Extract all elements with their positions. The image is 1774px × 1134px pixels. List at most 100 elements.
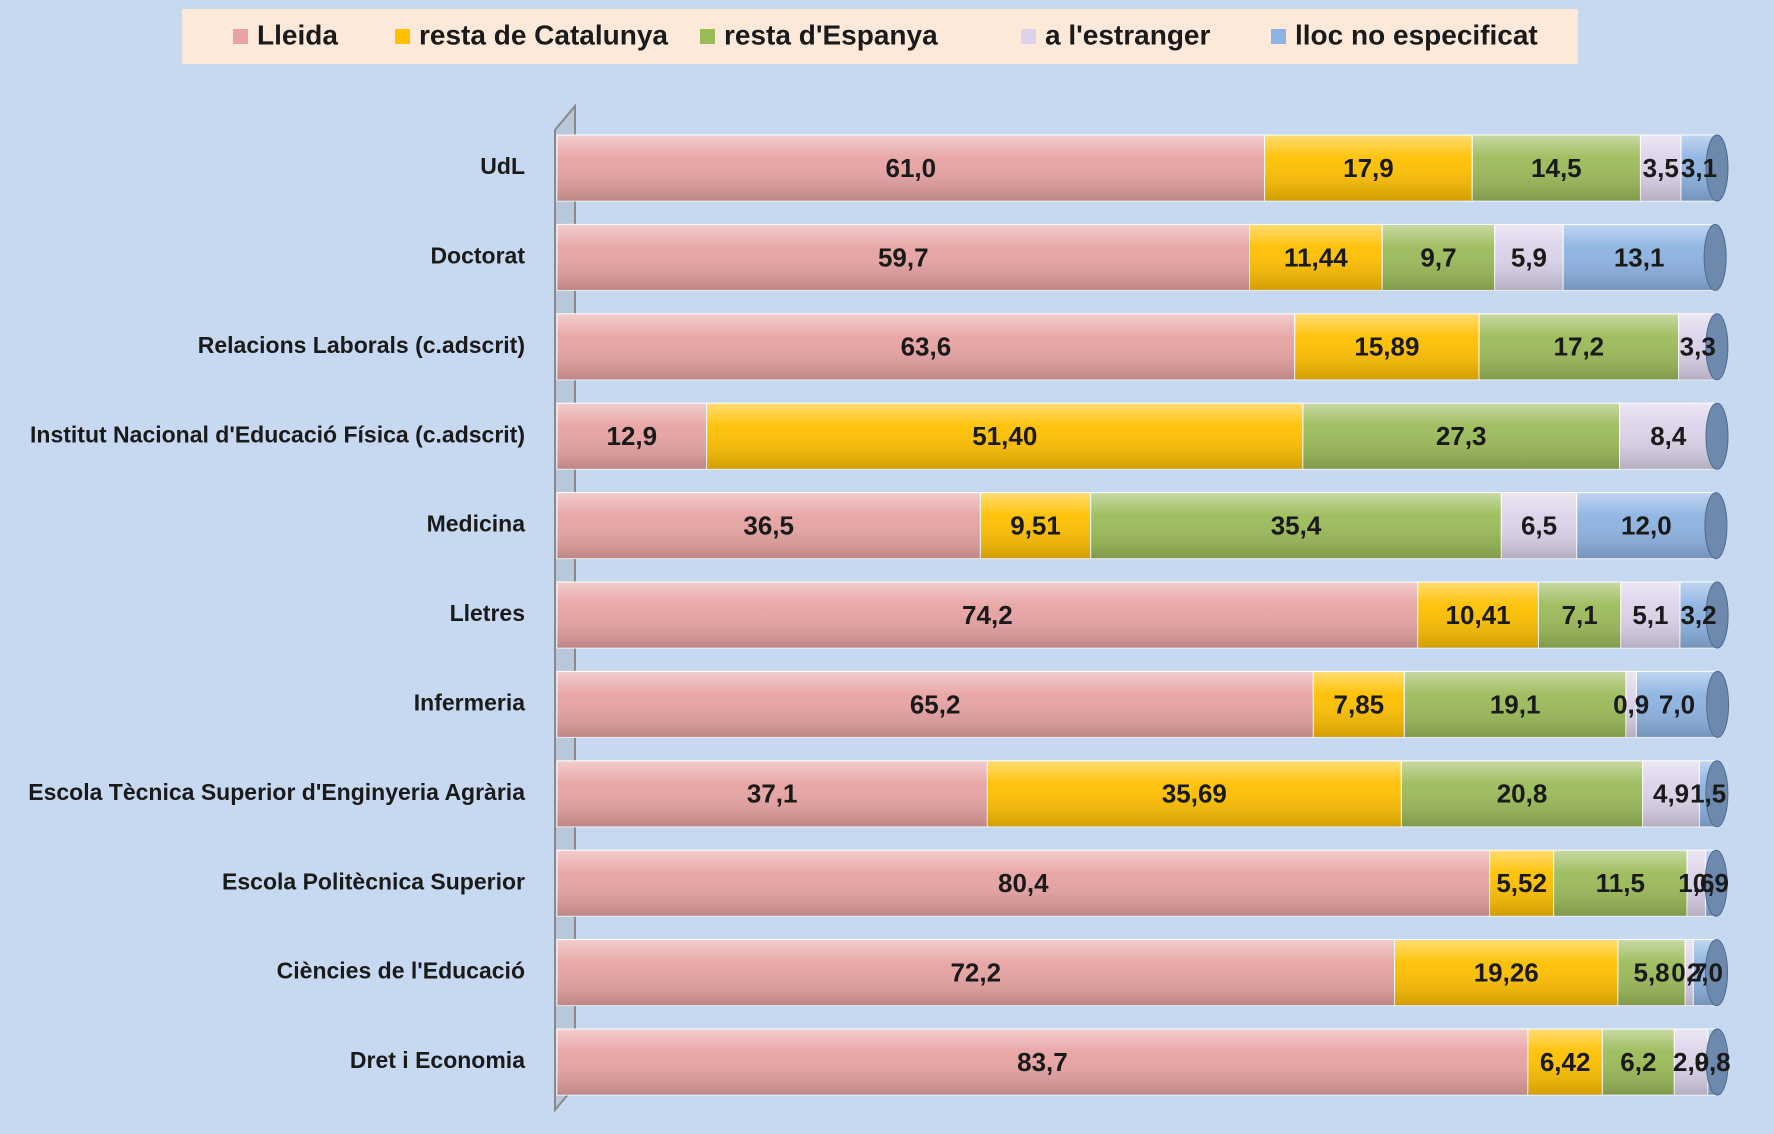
- data-label: 3,3: [1680, 332, 1716, 362]
- legend-swatch: [700, 29, 715, 44]
- data-label: 7,1: [1562, 600, 1598, 630]
- bar-shade: [1302, 403, 1620, 470]
- bar-shade: [1625, 671, 1637, 738]
- category-label: Infermeria: [414, 689, 525, 715]
- data-label: 37,1: [747, 779, 798, 809]
- bar-cap: [1705, 760, 1729, 828]
- data-label: 20,8: [1497, 779, 1548, 809]
- data-label: 15,89: [1354, 332, 1419, 362]
- bar-shade: [1620, 582, 1680, 648]
- bar-cap: [1705, 313, 1729, 381]
- plot-area: UdL 61,0 17,9 14,5 3,5 3,1 Doctorat 59,7 11,44 9,…: [28, 134, 1731, 1096]
- data-label: 8,4: [1650, 421, 1687, 451]
- bar-shade: [1294, 313, 1480, 380]
- data-label: 0,8: [1695, 1047, 1731, 1077]
- bar-shade: [1417, 582, 1539, 648]
- bar-shade: [706, 403, 1303, 470]
- legend: Lleida resta de Catalunya resta d'Espanya a…: [233, 19, 1538, 50]
- data-label: 51,40: [972, 421, 1037, 451]
- legend-label: resta de Catalunya: [419, 19, 668, 50]
- data-label: 72,2: [950, 957, 1001, 987]
- bar-shade: [557, 671, 1314, 738]
- category-label: Medicina: [427, 511, 526, 537]
- bar-shade: [1313, 671, 1405, 738]
- bar-shade: [1472, 135, 1641, 201]
- legend-label: lloc no especificat: [1295, 19, 1538, 50]
- bar-shade: [1494, 224, 1564, 291]
- legend-label: resta d'Espanya: [724, 19, 938, 50]
- bar-shade: [1264, 135, 1473, 201]
- data-label: 3,2: [1680, 600, 1716, 630]
- bar-shade: [557, 850, 1490, 917]
- bar-shade: [1687, 850, 1706, 917]
- data-label: 63,6: [901, 332, 952, 362]
- data-label: 36,5: [743, 510, 794, 540]
- bar-cap: [1704, 492, 1728, 560]
- data-label: 1,5: [1690, 779, 1726, 809]
- data-label: 12,0: [1621, 510, 1672, 540]
- data-label: 10,41: [1446, 600, 1511, 630]
- category-label: Dret i Economia: [350, 1047, 525, 1073]
- bar-shade: [1576, 492, 1716, 559]
- bar-shade: [1527, 1029, 1603, 1095]
- data-label: 12,9: [607, 421, 658, 451]
- bar-shade: [1674, 1029, 1708, 1095]
- bar-shade: [1382, 224, 1495, 291]
- data-label: 9,7: [1420, 242, 1456, 272]
- bar-shade: [1404, 671, 1626, 738]
- bar-shade: [1553, 850, 1688, 917]
- data-label: 2,9: [1673, 1047, 1709, 1077]
- data-label: 5,1: [1632, 600, 1668, 630]
- data-label: 14,5: [1531, 153, 1582, 183]
- bar-cap: [1705, 402, 1729, 470]
- bar-cap: [1705, 939, 1729, 1007]
- data-label: 17,2: [1554, 332, 1605, 362]
- bar-shade: [557, 1029, 1528, 1095]
- data-label: 0,9: [1613, 689, 1649, 719]
- category-label: Lletres: [450, 600, 525, 626]
- bar-shade: [557, 403, 707, 470]
- category-label: UdL: [480, 153, 525, 179]
- bar-shade: [1538, 582, 1621, 648]
- legend-label: a l'estranger: [1045, 19, 1211, 50]
- bar-cap: [1705, 1028, 1729, 1096]
- data-label: 6,2: [1620, 1047, 1656, 1077]
- data-label: 1,6: [1678, 868, 1714, 898]
- data-label: 3,5: [1643, 153, 1679, 183]
- data-label: 7,85: [1334, 689, 1385, 719]
- bar-shade: [1401, 760, 1643, 827]
- data-label: 19,1: [1490, 689, 1541, 719]
- category-label: Doctorat: [430, 242, 525, 268]
- data-label: 35,69: [1162, 779, 1227, 809]
- data-label: 11,5: [1596, 868, 1645, 898]
- bar-shade: [980, 492, 1091, 559]
- data-label: 0,7: [1671, 957, 1707, 987]
- data-label: 83,7: [1017, 1047, 1068, 1077]
- data-label: 80,4: [998, 868, 1049, 898]
- bar-cap: [1705, 134, 1729, 202]
- bar-shade: [557, 135, 1265, 201]
- bar-shade: [1640, 135, 1682, 201]
- legend-swatch: [233, 29, 248, 44]
- bar-shade: [557, 313, 1295, 380]
- bar-shade: [1636, 671, 1718, 738]
- legend-box: [182, 9, 1578, 64]
- bar-shade: [1501, 492, 1577, 559]
- data-label: 13,1: [1614, 242, 1665, 272]
- data-label: 74,2: [962, 600, 1013, 630]
- data-label: 4,9: [1653, 779, 1689, 809]
- data-label: 6,42: [1540, 1047, 1591, 1077]
- bar-shade: [1685, 939, 1694, 1006]
- data-label: 19,26: [1474, 957, 1539, 987]
- category-label: Ciències de l'Educació: [277, 958, 525, 984]
- category-label: Escola Politècnica Superior: [222, 868, 525, 894]
- bar-shade: [1090, 492, 1502, 559]
- bar-shade: [1642, 760, 1700, 827]
- data-label: 5,8: [1633, 957, 1669, 987]
- bar-shade: [1394, 939, 1618, 1006]
- bar-shade: [1479, 313, 1679, 380]
- data-label: 17,9: [1343, 153, 1394, 183]
- legend-swatch: [1271, 29, 1286, 44]
- bar-shade: [557, 939, 1395, 1006]
- data-label: 5,52: [1496, 868, 1547, 898]
